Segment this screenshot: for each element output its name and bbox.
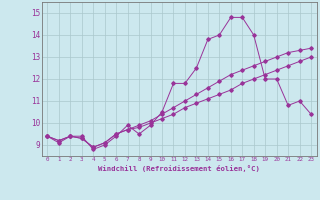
X-axis label: Windchill (Refroidissement éolien,°C): Windchill (Refroidissement éolien,°C) <box>98 165 260 172</box>
